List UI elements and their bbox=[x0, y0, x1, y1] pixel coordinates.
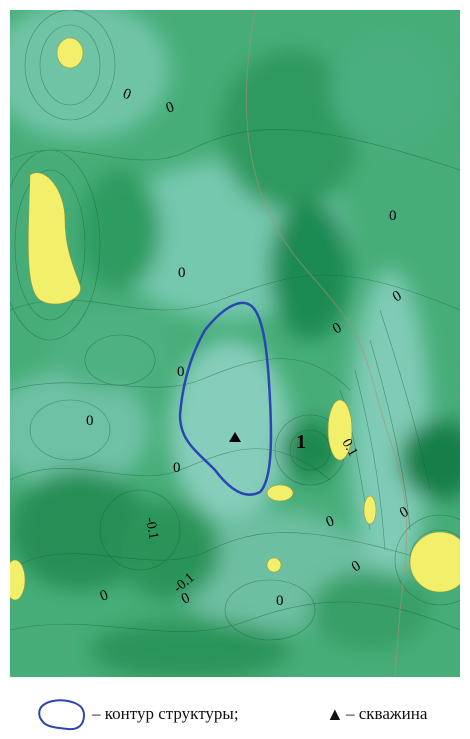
value-label-minus-0-1: -0.1 bbox=[142, 516, 161, 540]
value-label-one: 1 bbox=[296, 431, 306, 453]
contour-label: 0 bbox=[389, 208, 397, 224]
well-marker bbox=[229, 432, 241, 442]
legend-well-symbol: ▲ bbox=[326, 704, 344, 724]
contour-label: 0 bbox=[276, 593, 284, 609]
contour-label: 0 bbox=[173, 460, 181, 476]
legend-contour-text: – контур структуры; bbox=[92, 704, 239, 723]
map-view: 0 0 0 0 0 0 0 0 0 0 0 0 0 0 0 0 0 1 0.1 … bbox=[10, 10, 460, 677]
structure-contour bbox=[178, 301, 273, 496]
legend-well-text: – скважина bbox=[346, 704, 428, 723]
contour-label: 0 bbox=[177, 364, 185, 380]
fault-line bbox=[245, 10, 408, 677]
legend-contour-swatch bbox=[38, 699, 86, 731]
contour-label: 0 bbox=[86, 413, 94, 429]
high-anomalies bbox=[10, 37, 460, 601]
contour-label: 0 bbox=[178, 265, 186, 281]
